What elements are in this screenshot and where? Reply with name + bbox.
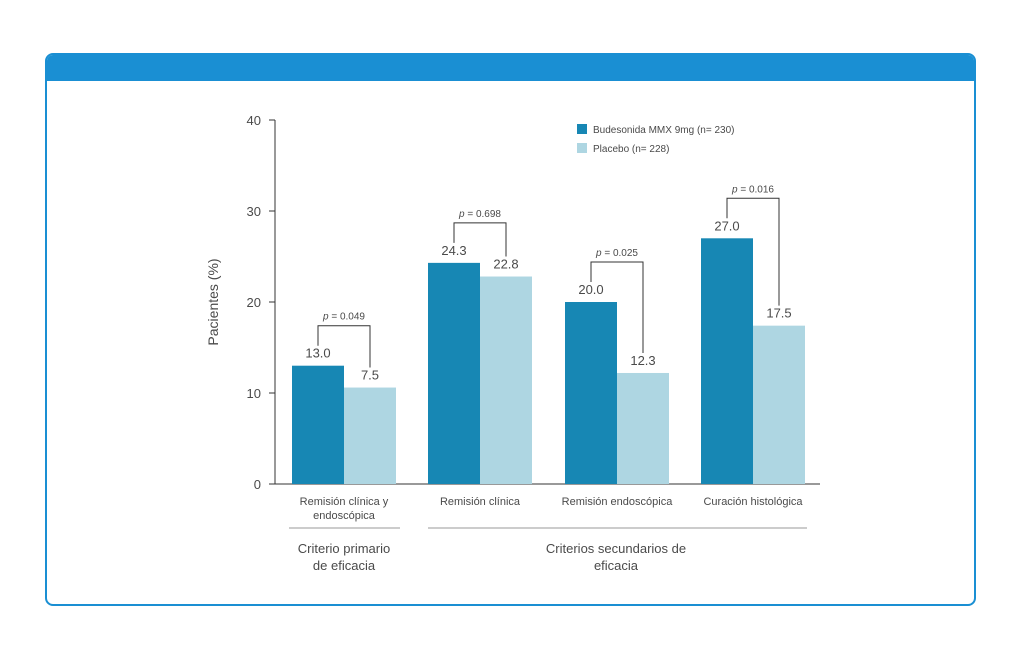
bar-placebo (753, 325, 805, 484)
p-symbol: p (458, 209, 465, 220)
legend-label: Placebo (n= 228) (593, 144, 669, 155)
x-category-label: Remisión endoscópica (562, 496, 674, 508)
y-axis-label: Pacientes (%) (205, 258, 221, 345)
legend-swatch (577, 124, 587, 134)
y-tick-label: 20 (247, 295, 261, 310)
bar-placebo (480, 276, 532, 484)
x-category-label: Remisión clínica y (300, 496, 389, 508)
bar-value-label: 12.3 (630, 353, 655, 368)
p-value-label: p = 0.025 (595, 248, 638, 259)
card-header-bar (47, 55, 974, 81)
y-tick-label: 40 (247, 113, 261, 128)
bar-value-label: 13.0 (305, 346, 330, 361)
p-value-text: = 0.025 (602, 248, 639, 259)
p-value-label: p = 0.016 (731, 184, 774, 195)
bar-budesonida (292, 365, 344, 484)
group-label: eficacia (594, 558, 639, 573)
bar-value-label: 20.0 (578, 282, 603, 297)
bar-placebo (344, 387, 396, 484)
bar-budesonida (428, 262, 480, 484)
x-category-label: endoscópica (313, 510, 376, 522)
group-label: de eficacia (313, 558, 376, 573)
group-label: Criterio primario (298, 541, 390, 556)
p-value-bracket (726, 197, 780, 306)
p-value-label: p = 0.049 (322, 312, 365, 323)
legend-label: Budesonida MMX 9mg (n= 230) (593, 125, 734, 136)
p-value-label: p = 0.698 (458, 209, 501, 220)
bar-value-label: 22.8 (493, 257, 518, 272)
x-category-label: Remisión clínica (440, 496, 521, 508)
bar-placebo (617, 372, 669, 484)
bar-budesonida (701, 238, 753, 484)
p-value-bracket (453, 222, 507, 257)
p-symbol: p (595, 248, 602, 259)
p-value-text: = 0.698 (465, 209, 502, 220)
bar-value-label: 27.0 (714, 218, 739, 233)
x-category-label: Curación histológica (703, 496, 803, 508)
bar-value-label: 17.5 (766, 306, 791, 321)
p-value-text: = 0.049 (329, 312, 366, 323)
y-tick-label: 0 (254, 477, 261, 492)
bar-value-label: 7.5 (361, 368, 379, 383)
p-symbol: p (731, 184, 738, 195)
p-value-bracket (590, 261, 644, 353)
y-tick-label: 10 (247, 386, 261, 401)
bar-budesonida (565, 302, 617, 484)
bar-value-label: 24.3 (441, 243, 466, 258)
group-label: Criterios secundarios de (546, 541, 686, 556)
legend-swatch (577, 143, 587, 153)
y-tick-label: 30 (247, 204, 261, 219)
p-value-text: = 0.016 (738, 184, 775, 195)
p-symbol: p (322, 312, 329, 323)
p-value-bracket (317, 325, 371, 368)
